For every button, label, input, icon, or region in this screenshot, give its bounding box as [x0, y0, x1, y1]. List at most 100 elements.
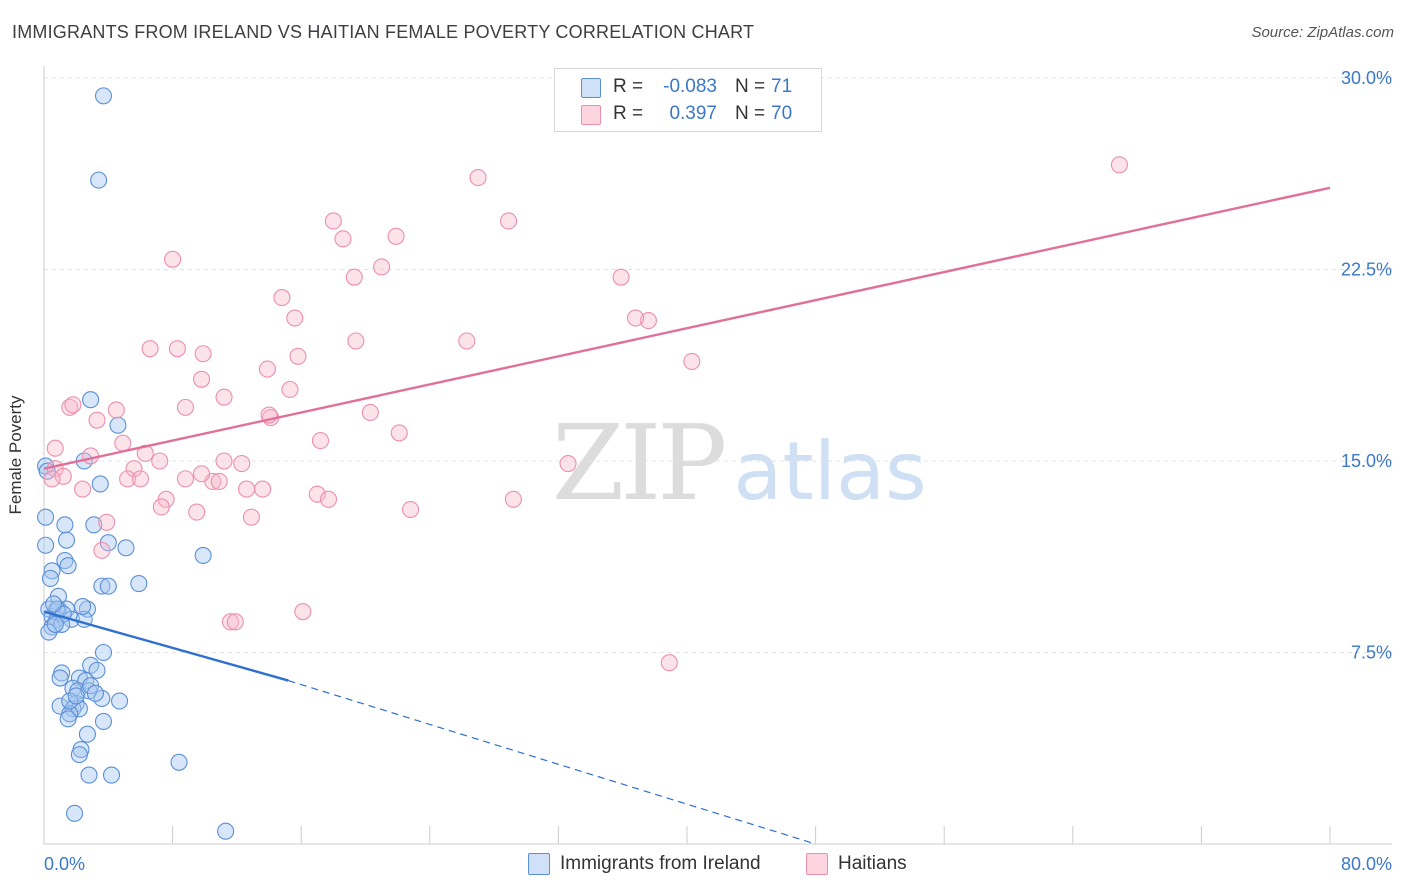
x-tick-label: 0.0%	[44, 854, 85, 874]
ireland-point	[59, 710, 77, 728]
stats-r-value: -0.083	[663, 76, 717, 97]
ireland-point	[94, 643, 113, 662]
haitian-point	[361, 403, 379, 422]
haitian-point	[319, 490, 338, 508]
source-label: Source: ZipAtlas.com	[1251, 24, 1394, 41]
haitian-point	[1110, 156, 1128, 174]
stats-row-haitians: R = 0.397 N = 70	[555, 101, 821, 127]
haitian-point	[311, 432, 330, 450]
ireland-point	[99, 577, 117, 595]
haitian-point	[347, 332, 365, 350]
ireland-point	[70, 746, 88, 764]
haitian-point	[559, 455, 577, 473]
ireland-point	[56, 516, 74, 534]
ireland-point	[78, 600, 96, 618]
haitian-point	[164, 250, 182, 268]
ireland-point	[88, 661, 106, 679]
haitian-point	[294, 603, 312, 621]
legend-label-ireland: Immigrants from Ireland	[560, 853, 761, 874]
haitian-point	[61, 398, 79, 416]
watermark-zip: ZIP	[552, 402, 727, 524]
haitian-point	[152, 498, 170, 516]
haitian-point	[387, 227, 405, 245]
ireland-point	[93, 577, 111, 595]
haitian-point	[334, 230, 352, 248]
haitian-point	[141, 340, 159, 358]
y-axis-label: Female Poverty	[6, 336, 26, 514]
data-points	[37, 87, 1128, 840]
haitian-point	[504, 490, 522, 508]
haitian-point	[221, 613, 240, 631]
ireland-point	[170, 753, 188, 771]
y-tick-label: 15.0%	[1341, 451, 1392, 471]
ireland-point	[217, 822, 235, 840]
haitian-point	[233, 455, 251, 473]
haitian-point	[82, 447, 100, 465]
haitian-point	[237, 480, 256, 498]
gridlines	[44, 77, 1392, 653]
haitian-point	[43, 470, 61, 488]
x-tick-label: 80.0%	[1341, 854, 1392, 874]
ireland-point	[82, 391, 100, 409]
ireland-point	[37, 508, 55, 526]
ireland-point	[109, 416, 127, 434]
haitian-point	[194, 345, 212, 363]
haitian-point	[215, 452, 233, 470]
correlation-stats-box: R = -0.083 N = 71 R = 0.397 N = 70	[554, 68, 822, 132]
haitian-point	[345, 268, 363, 286]
ireland-point	[46, 615, 64, 633]
haitian-point	[168, 340, 186, 358]
stats-n-label: N =	[735, 76, 766, 97]
stats-swatch-haitians	[581, 105, 601, 125]
haitian-point	[401, 500, 420, 519]
haitian-point	[88, 411, 106, 429]
stats-n-value: 70	[771, 103, 793, 124]
ireland-point	[194, 546, 212, 565]
stats-r-value: 0.397	[669, 103, 717, 124]
ireland-point	[67, 687, 85, 705]
haitian-point	[46, 439, 64, 457]
haitian-point	[273, 289, 291, 307]
haitian-point	[627, 309, 645, 327]
haitian-point	[98, 513, 116, 531]
ireland-point	[86, 684, 104, 702]
stats-r-label: R =	[613, 76, 644, 97]
ireland-point	[130, 575, 148, 593]
ireland-point	[117, 539, 135, 557]
haitian-point	[210, 472, 228, 490]
haitian-point	[242, 508, 260, 526]
legend-swatch-haitians	[806, 853, 828, 875]
axes	[43, 66, 1392, 845]
ireland-point	[65, 804, 84, 822]
haitian-point	[286, 309, 304, 327]
ireland-point	[59, 557, 77, 575]
haitian-point	[469, 169, 487, 187]
haitian-point	[131, 470, 149, 488]
ireland-point	[102, 766, 121, 784]
stats-n-label: N =	[735, 103, 766, 124]
haitian-point	[390, 424, 408, 442]
haitian-point	[226, 613, 244, 631]
legend-label-haitians: Haitians	[838, 853, 907, 874]
ireland-point	[51, 669, 69, 687]
watermark: ZIP atlas	[552, 402, 927, 524]
ireland-point	[56, 552, 74, 570]
trend-lines	[43, 186, 1331, 845]
watermark-atlas: atlas	[733, 425, 927, 518]
haitian-point	[64, 396, 82, 414]
y-axis-label-text: Female Poverty	[6, 395, 25, 515]
haitian-point	[500, 212, 518, 230]
y-tick-label: 7.5%	[1351, 643, 1392, 663]
haitian-point	[192, 465, 211, 483]
stats-r-label: R =	[613, 103, 644, 124]
y-tick-label: 30.0%	[1341, 68, 1392, 88]
haitian-point	[176, 470, 195, 488]
ireland-trend-extension	[288, 680, 816, 845]
haitian-point	[324, 212, 342, 230]
haitian-point	[151, 452, 169, 470]
haitian-point	[176, 398, 195, 416]
ireland-point	[91, 475, 109, 493]
stats-row-ireland: R = -0.083 N = 71	[555, 74, 821, 100]
haitian-point	[54, 467, 72, 485]
haitian-point	[93, 541, 111, 559]
